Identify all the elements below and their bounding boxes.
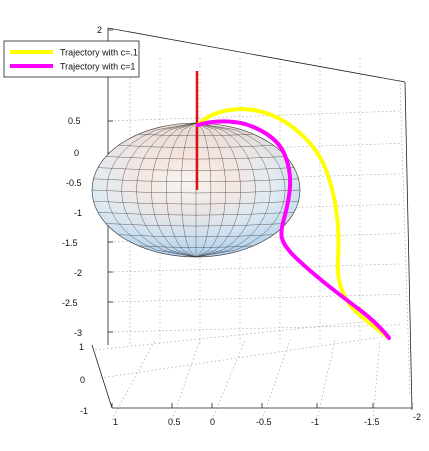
- z-tick-label: -3: [74, 328, 82, 338]
- grid-line-floor: [99, 334, 396, 379]
- z-tick-label: 2: [97, 25, 102, 35]
- z-tick-label: -0.5: [66, 178, 82, 188]
- z-tick-label: 0: [74, 148, 79, 158]
- grid-line-floor: [111, 339, 156, 421]
- mesh-longitude: [121, 122, 197, 258]
- grid-line-right: [399, 79, 411, 396]
- x-tick-label: 1: [113, 417, 118, 427]
- trajectory-c01-line: [196, 107, 391, 340]
- x-tick-label: 0.5: [168, 417, 181, 427]
- grid-line-floor: [372, 339, 381, 421]
- ellipsoid-mesh: [91, 122, 301, 258]
- y-axis-line: [91, 344, 113, 409]
- z-tick-label: -1.5: [62, 238, 78, 248]
- grid-line-floor: [211, 339, 246, 421]
- mesh-longitude: [195, 122, 226, 258]
- x-tick-label: -2: [413, 412, 421, 422]
- z-tick-label: -2: [74, 268, 82, 278]
- z-tick-label: -1: [74, 208, 82, 218]
- legend-label-c01: Trajectory with c=.1: [60, 48, 138, 58]
- legend: Trajectory with c=.1 Trajectory with c=1: [3, 40, 140, 78]
- grid-line-z: [109, 263, 401, 273]
- z-tick-label: -2.5: [62, 298, 78, 308]
- legend-label-c1: Trajectory with c=1: [60, 62, 135, 72]
- mesh-longitude: [166, 122, 197, 258]
- grid-line-z: [109, 294, 401, 303]
- top-edge-line: [107, 27, 406, 83]
- mesh-longitude: [195, 122, 256, 258]
- mesh-longitude: [151, 122, 197, 258]
- mesh-longitude: [195, 122, 286, 258]
- y-tick-label: 0: [80, 375, 85, 385]
- y-tick-label: 1: [79, 342, 84, 352]
- mesh-longitude: [195, 122, 271, 258]
- mesh-longitude: [195, 122, 241, 258]
- tick-labels: 2 0.5 0 -0.5 -1 -1.5 -2 -2.5 -3 1 0 -1 1 0.5 0 -0.5 -1 -1…: [62, 25, 421, 427]
- mesh-longitude: [106, 122, 197, 258]
- y-tick-label: -1: [80, 406, 88, 416]
- x-tick-label: -1: [311, 417, 319, 427]
- mesh-longitude: [136, 122, 197, 258]
- z-tick-label: 0.5: [68, 116, 81, 126]
- mesh-longitude: [180, 122, 197, 258]
- x-tick-label: 0: [210, 417, 215, 427]
- legend-box: [3, 40, 140, 78]
- x-tick-label: -0.5: [256, 417, 272, 427]
- x-tick-label: -1.5: [364, 417, 380, 427]
- mesh-longitude: [195, 122, 212, 258]
- grid-line-z: [109, 324, 401, 333]
- grid-line-z: [109, 110, 401, 122]
- trajectory-c1-line: [196, 119, 391, 340]
- right-edge-line: [404, 81, 413, 411]
- grid-line-floor: [316, 339, 336, 421]
